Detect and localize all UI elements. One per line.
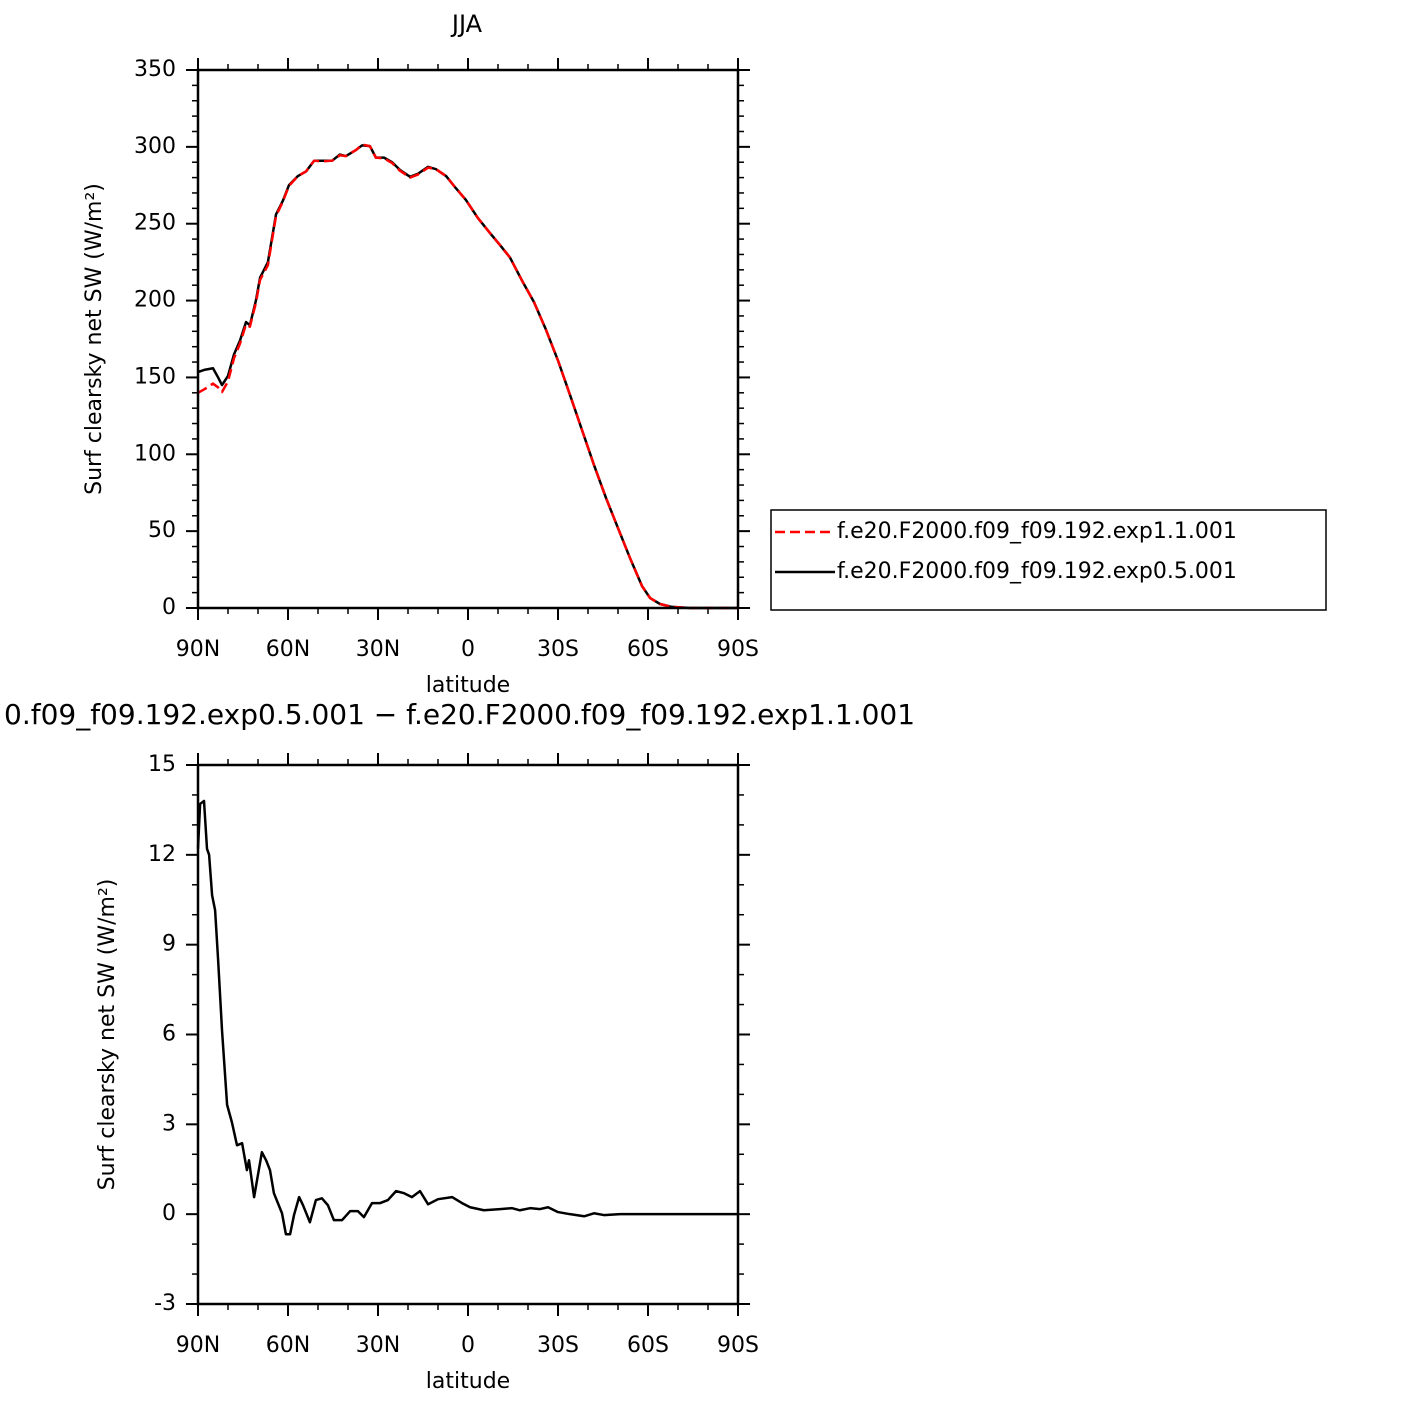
chart-title: JJA	[450, 10, 483, 38]
y-tick-label: 0	[162, 595, 176, 620]
y-tick-label: 150	[134, 364, 176, 389]
x-tick-label: 60S	[627, 637, 669, 662]
y-tick-label: 6	[162, 1022, 176, 1047]
x-tick-label: 90S	[717, 637, 759, 662]
y-tick-label: 3	[162, 1111, 176, 1136]
y-tick-label: 350	[134, 57, 176, 82]
x-tick-label: 60N	[266, 1333, 310, 1358]
legend-label: f.e20.F2000.f09_f09.192.exp0.5.001	[837, 559, 1237, 584]
y-axis-label: Surf clearsky net SW (W/m²)	[82, 183, 107, 495]
x-tick-label: 60S	[627, 1333, 669, 1358]
y-tick-label: 50	[148, 518, 176, 543]
data-line	[197, 144, 738, 610]
x-tick-label: 30S	[537, 637, 579, 662]
y-axis-label: Surf clearsky net SW (W/m²)	[95, 879, 120, 1191]
x-axis-label: latitude	[426, 673, 510, 698]
data-line	[197, 143, 738, 610]
x-tick-label: 90N	[176, 1333, 220, 1358]
x-tick-label: 30N	[356, 637, 400, 662]
x-tick-label: 30S	[537, 1333, 579, 1358]
y-tick-label: -3	[154, 1291, 176, 1316]
x-tick-label: 90S	[717, 1333, 759, 1358]
legend-label: f.e20.F2000.f09_f09.192.exp1.1.001	[837, 519, 1237, 544]
y-tick-label: 100	[134, 441, 176, 466]
legend-box	[770, 509, 1327, 611]
x-tick-label: 60N	[266, 637, 310, 662]
data-line	[196, 799, 738, 1236]
y-tick-label: 300	[134, 134, 176, 159]
x-tick-label: 0	[461, 1333, 475, 1358]
chart-title: 0.f09_f09.192.exp0.5.001 − f.e20.F2000.f…	[4, 698, 915, 731]
plot-frame	[196, 68, 740, 610]
y-tick-label: 9	[162, 932, 176, 957]
y-tick-label: 12	[148, 842, 176, 867]
y-tick-label: 0	[162, 1201, 176, 1226]
y-tick-label: 200	[134, 288, 176, 313]
x-tick-label: 30N	[356, 1333, 400, 1358]
x-tick-label: 0	[461, 637, 475, 662]
y-tick-label: 250	[134, 211, 176, 236]
y-tick-label: 15	[148, 752, 176, 777]
plot-frame	[196, 763, 740, 1306]
x-axis-label: latitude	[426, 1369, 510, 1394]
x-tick-label: 90N	[176, 637, 220, 662]
